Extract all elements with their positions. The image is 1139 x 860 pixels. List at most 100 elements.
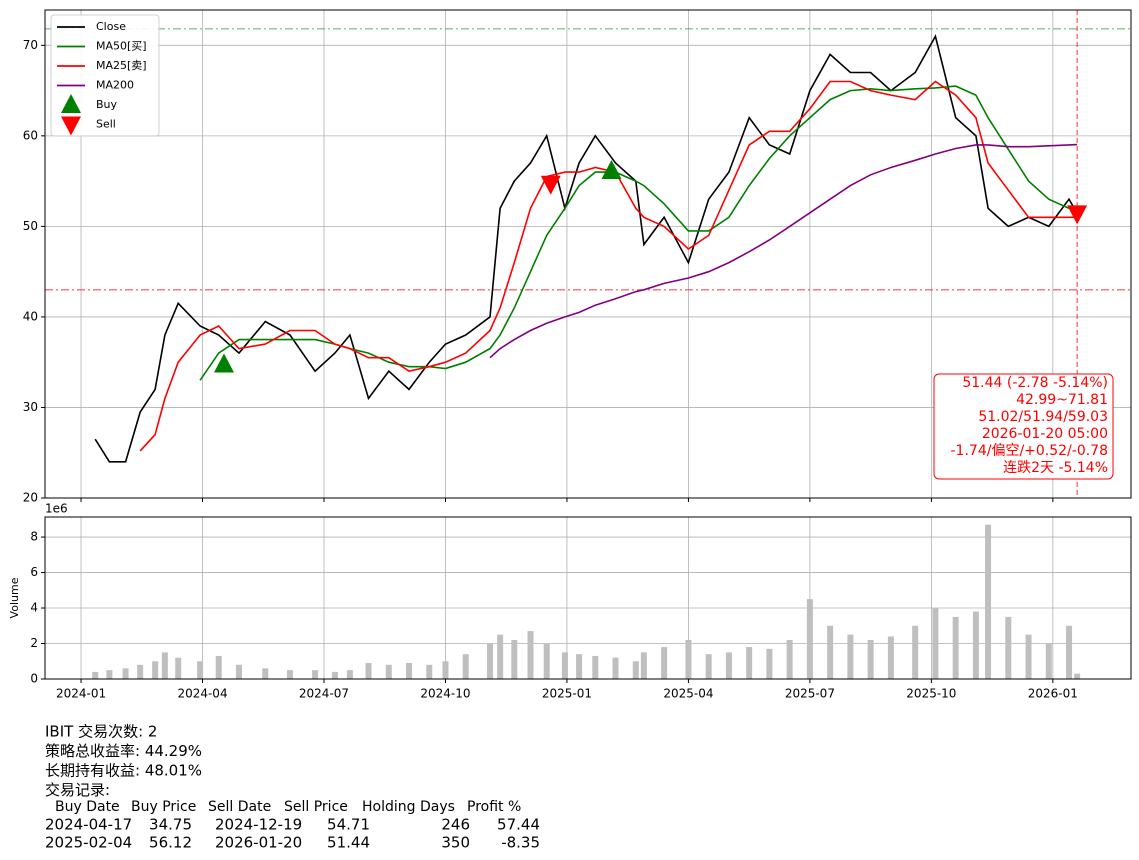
- legend-label: MA50[买]: [96, 40, 147, 53]
- volume-bar: [806, 599, 813, 679]
- volume-bar: [1045, 643, 1052, 679]
- volume-bar: [972, 611, 979, 679]
- table-cell: 350: [441, 834, 470, 852]
- volume-bar: [725, 652, 732, 679]
- volume-bar: [746, 647, 753, 679]
- volume-bar: [462, 654, 469, 679]
- table-cell: 2026-01-20: [215, 834, 302, 852]
- volume-bar: [511, 639, 518, 679]
- axes-frame: [44, 9, 1132, 499]
- report-line: 策略总收益率: 44.29%: [45, 742, 202, 760]
- legend-label: Buy: [96, 98, 118, 111]
- table-header: Profit %: [467, 799, 521, 815]
- table-cell: 51.44: [327, 834, 370, 852]
- x-tick-label: 2025-04: [663, 687, 713, 701]
- volume-bar: [487, 643, 494, 679]
- y-tick-label: 30: [23, 400, 38, 414]
- line-series: [489, 143, 1078, 359]
- y-tick-label: 50: [23, 219, 38, 233]
- table-header: Buy Price: [131, 799, 196, 815]
- volume-bar: [106, 670, 113, 679]
- annotation-box: [933, 373, 1114, 480]
- trade-marker: [540, 175, 561, 195]
- y-tick-label: 8: [30, 530, 38, 544]
- volume-bar: [442, 661, 449, 679]
- y-tick-label: 4: [30, 601, 38, 615]
- volume-bar: [867, 639, 874, 679]
- table-header: Buy Date: [55, 799, 120, 815]
- volume-bar: [592, 655, 599, 679]
- table-cell: 246: [441, 816, 470, 834]
- volume-bar: [766, 648, 773, 679]
- volume-bar: [661, 647, 668, 679]
- volume-bar: [786, 639, 793, 679]
- legend-swatch: [61, 116, 81, 136]
- volume-bar: [346, 670, 353, 679]
- x-tick-label: 2024-10: [420, 687, 470, 701]
- report-line: 交易记录:: [45, 781, 110, 799]
- volume-bar: [632, 661, 639, 679]
- volume-bar: [932, 608, 939, 679]
- x-tick-label: 2024-01: [56, 687, 106, 701]
- volume-bar: [1074, 673, 1081, 679]
- legend-label: MA200: [96, 79, 134, 92]
- annotation-text: 2026-01-20 05:00: [982, 426, 1108, 442]
- volume-bar: [137, 664, 144, 679]
- table-cell: 2025-02-04: [45, 834, 132, 852]
- volume-bar: [887, 636, 894, 679]
- table-header: Sell Date: [208, 799, 271, 815]
- y-tick-label: 6: [30, 565, 38, 579]
- annotation-text: 51.02/51.94/59.03: [978, 409, 1108, 425]
- table-cell: 56.12: [149, 834, 192, 852]
- volume-bar: [847, 634, 854, 679]
- volume-bar: [497, 634, 504, 679]
- volume-bar: [576, 654, 583, 679]
- y-tick-label: 40: [23, 309, 38, 323]
- volume-bar: [331, 671, 338, 679]
- volume-bar: [561, 652, 568, 679]
- y-tick-label: 0: [30, 672, 38, 686]
- volume-bar: [1005, 616, 1012, 679]
- volume-bar: [640, 652, 647, 679]
- trade-marker: [601, 159, 622, 179]
- report-line: IBIT 交易次数: 2: [45, 723, 157, 741]
- volume-bar: [152, 661, 159, 679]
- report-line: 长期持有收益: 48.01%: [45, 762, 202, 780]
- y-tick-label: 70: [23, 38, 38, 52]
- legend-label: MA25[卖]: [96, 59, 147, 72]
- volume-bar: [543, 643, 550, 679]
- volume-bar: [92, 671, 99, 679]
- table-header: Holding Days: [362, 799, 455, 815]
- line-series: [94, 34, 1078, 463]
- x-tick-label: 2025-07: [785, 687, 835, 701]
- offset-label: 1e6: [45, 502, 68, 516]
- volume-bar: [215, 655, 222, 679]
- annotation-text: 51.44 (-2.78 -5.14%): [962, 375, 1108, 391]
- x-tick-label: 2025-10: [906, 687, 956, 701]
- x-tick-label: 2026-01: [1028, 687, 1078, 701]
- line-series: [139, 80, 1078, 452]
- legend-box: [50, 14, 160, 137]
- volume-bar: [262, 668, 269, 679]
- annotation-text: 连跌2天 -5.14%: [1003, 460, 1108, 476]
- y-tick-label: 2: [30, 636, 38, 650]
- x-tick-label: 2025-01: [542, 687, 592, 701]
- volume-bar: [827, 625, 834, 679]
- volume-bar: [175, 657, 182, 679]
- annotation-text: -1.74/偏空/+0.52/-0.78: [951, 443, 1109, 459]
- axes-frame: [44, 516, 1132, 680]
- table-cell: 57.44: [497, 816, 540, 834]
- volume-bar: [365, 663, 372, 679]
- line-series: [199, 85, 1078, 381]
- volume-bar: [235, 664, 242, 679]
- volume-bar: [197, 661, 204, 679]
- annotation-text: 42.99~71.81: [1016, 392, 1108, 408]
- volume-bar: [985, 524, 992, 679]
- volume-bar: [286, 670, 293, 679]
- legend-swatch: [61, 94, 81, 113]
- table-cell: -8.35: [501, 834, 540, 852]
- table-header: Sell Price: [284, 799, 348, 815]
- y-tick-label: 60: [23, 128, 38, 142]
- x-tick-label: 2024-07: [299, 687, 349, 701]
